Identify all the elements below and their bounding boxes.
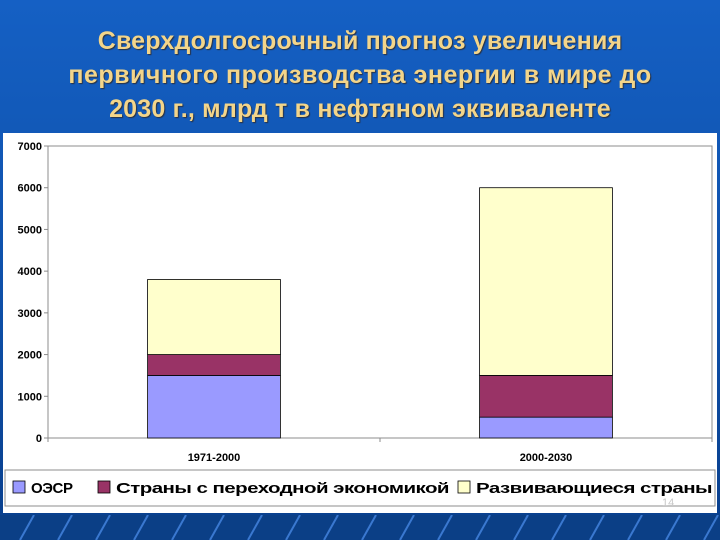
y-tick-label: 5000: [18, 224, 42, 236]
strip-stripe: [703, 515, 719, 540]
bottom-decoration-strip: [0, 515, 720, 540]
legend-label: Развивающиеся страны: [476, 480, 712, 497]
strip-stripe: [285, 515, 301, 540]
slide-number: 14: [662, 497, 675, 509]
slide-title: Сверхдолгосрочный прогноз увеличения пер…: [10, 24, 710, 126]
bar-segment: [479, 416, 613, 439]
title-line: Сверхдолгосрочный прогноз увеличения: [97, 27, 623, 55]
y-tick-label: 1000: [18, 391, 42, 403]
title-line: первичного производства энергии в мире д…: [68, 61, 652, 89]
y-tick-label: 6000: [18, 183, 42, 195]
strip-stripe: [475, 515, 491, 540]
legend-swatch: [457, 480, 471, 494]
legend-box: [4, 469, 716, 507]
strip-stripe: [323, 515, 339, 540]
strip-stripe: [513, 515, 529, 540]
strip-stripe: [171, 515, 187, 540]
strip-stripe: [247, 515, 263, 540]
x-tick-label: 1971-2000: [188, 452, 241, 464]
x-tick-label: 2000-2030: [520, 452, 573, 464]
legend-label: ОЭСР: [31, 480, 73, 497]
strip-stripe: [95, 515, 111, 540]
legend-swatch: [97, 480, 111, 494]
bar-segment: [147, 354, 281, 376]
strip-stripe: [399, 515, 415, 540]
y-tick-label: 4000: [18, 266, 42, 278]
stacked-bar-chart: 0 1000 2000 3000 4000 5000 6000 7000 1971-2000 20…: [4, 141, 716, 507]
bar-segment: [479, 187, 613, 376]
y-tick-label: 2000: [18, 350, 42, 362]
y-tick-label: 7000: [18, 141, 42, 153]
strip-stripe: [627, 515, 643, 540]
strip-stripe: [437, 515, 453, 540]
bar-segment: [147, 279, 281, 355]
y-tick-label: 0: [36, 433, 42, 445]
strip-stripe: [589, 515, 605, 540]
strip-stripe: [133, 515, 149, 540]
strip-stripe: [209, 515, 225, 540]
strip-stripe: [361, 515, 377, 540]
legend-label: Страны с переходной экономикой: [116, 480, 449, 497]
legend-swatch: [12, 480, 26, 494]
bar-segment: [147, 375, 281, 439]
strip-stripe: [665, 515, 681, 540]
chart-panel: 0 1000 2000 3000 4000 5000 6000 7000 1971-2000 20…: [3, 133, 717, 513]
title-line: 2030 г., млрд т в нефтяном эквиваленте: [109, 95, 611, 123]
strip-stripe: [19, 515, 35, 540]
bar-segment: [479, 375, 613, 418]
strip-stripe: [551, 515, 567, 540]
strip-stripe: [57, 515, 73, 540]
strip-pattern: [19, 515, 719, 540]
y-tick-label: 3000: [18, 308, 42, 320]
